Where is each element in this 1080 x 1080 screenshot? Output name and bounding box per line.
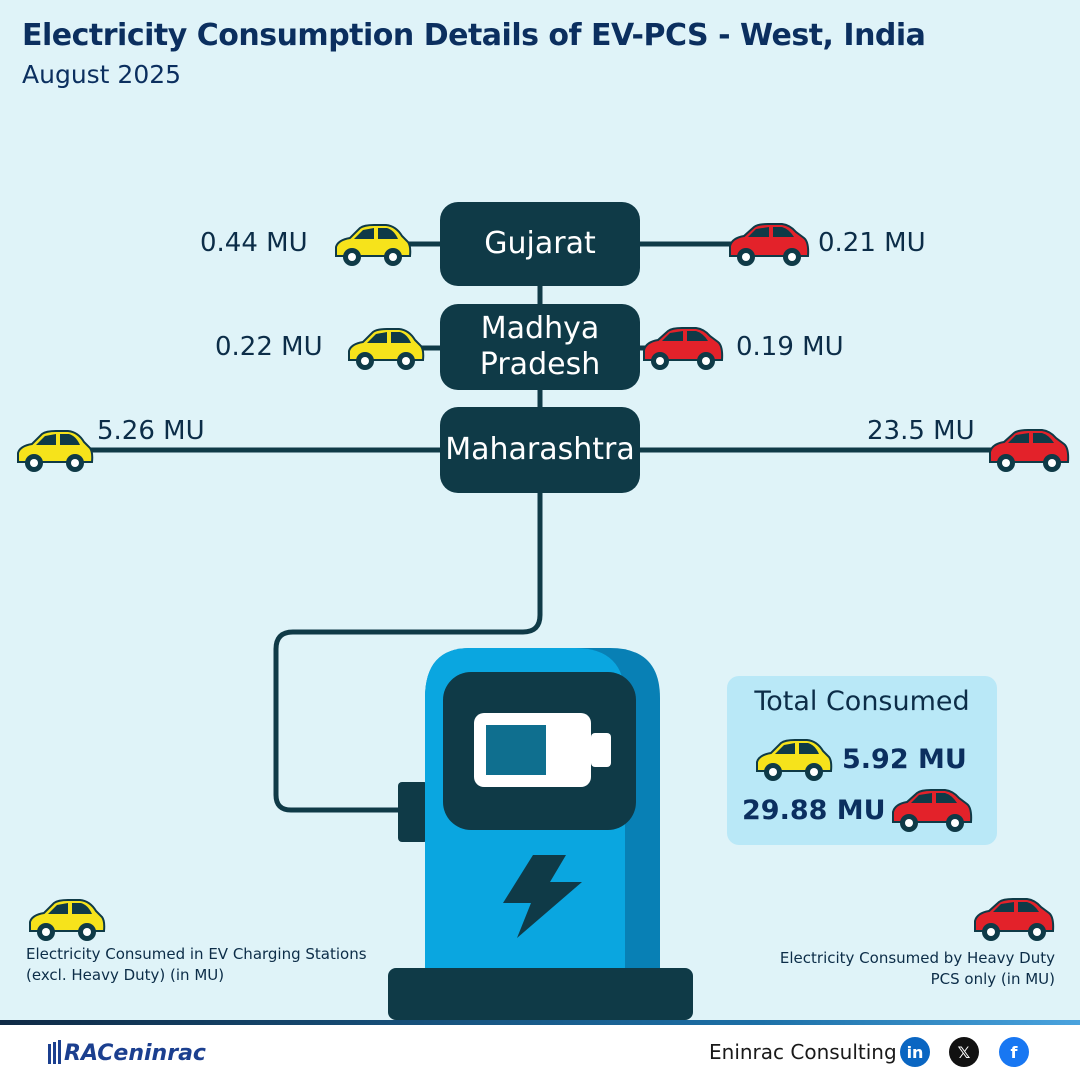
ev-car-icon: [17, 430, 94, 472]
footer-divider: [0, 1020, 1080, 1025]
ev-car-icon: [756, 739, 833, 781]
heavy-duty-legend-text: Electricity Consumed by Heavy Duty PCS o…: [779, 949, 1055, 988]
heavy-duty-legend-car-icon: [974, 898, 1055, 941]
total-consumed-title: Total Consumed: [754, 686, 970, 717]
maharashtra-heavy-value: 23.5 MU: [867, 416, 975, 446]
facebook-icon[interactable]: f: [999, 1037, 1029, 1067]
madhya-pradesh-heavy-value: 0.19 MU: [736, 332, 844, 362]
gujarat-heavy-value: 0.21 MU: [818, 228, 926, 258]
total-ev-value: 5.92 MU: [842, 744, 967, 775]
ev-legend-car-icon: [29, 899, 106, 941]
madhya-pradesh-ev-value: 0.22 MU: [215, 332, 323, 362]
total-consumed-panel: Total Consumed 5.92 MU 29.88 MU: [727, 676, 997, 845]
gujarat-ev-value: 0.44 MU: [200, 228, 308, 258]
charging-station-icon: [388, 648, 693, 1020]
ev-car-icon: [348, 328, 425, 370]
page-subtitle: August 2025: [22, 60, 182, 89]
maharashtra-ev-value: 5.26 MU: [97, 416, 205, 446]
state-box-maharashtra: Maharashtra: [440, 407, 640, 493]
heavy-duty-car-icon: [989, 429, 1070, 472]
company-name: Eninrac Consulting: [709, 1040, 897, 1064]
state-box-madhya-pradesh: Madhya Pradesh: [440, 304, 640, 390]
brand-logo: RACeninrac: [48, 1037, 206, 1069]
ev-car-icon: [335, 224, 412, 266]
heavy-duty-car-icon: [892, 789, 973, 832]
ev-legend-text: Electricity Consumed in EV Charging Stat…: [26, 945, 367, 984]
brand-name: RACeninrac: [64, 1040, 206, 1066]
footer: RACeninrac Eninrac Consulting in 𝕏 f: [0, 1025, 1080, 1080]
total-heavy-value: 29.88 MU: [742, 795, 886, 826]
charging-cable: [273, 492, 543, 813]
heavy-duty-car-icon: [643, 327, 724, 370]
state-box-gujarat: Gujarat: [440, 202, 640, 286]
heavy-duty-car-icon: [729, 223, 810, 266]
page-title: Electricity Consumption Details of EV-PC…: [22, 18, 926, 53]
x-icon[interactable]: 𝕏: [949, 1037, 979, 1067]
linkedin-icon[interactable]: in: [900, 1037, 930, 1067]
logo-bars-icon: [48, 1040, 61, 1064]
